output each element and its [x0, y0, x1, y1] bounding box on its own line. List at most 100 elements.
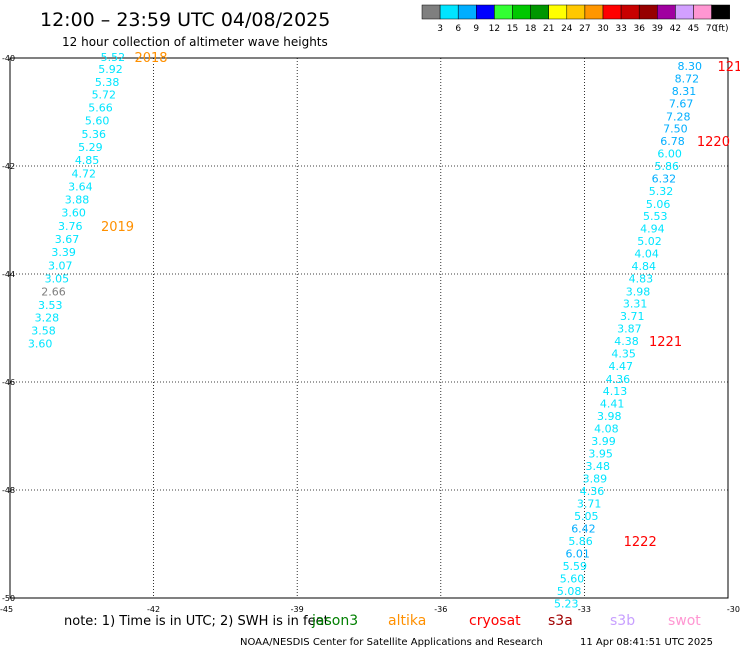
plot-frame [9, 57, 729, 599]
wave-height-value: 3.87 [617, 323, 642, 336]
x-tick-label: -45 [0, 605, 13, 614]
legend-swatch [675, 4, 694, 20]
wave-height-value: 5.60 [560, 573, 585, 586]
wave-height-value: 5.32 [649, 185, 674, 198]
y-tick-label: -46 [2, 378, 15, 387]
wave-height-value: 6.01 [565, 548, 590, 561]
satellite-label: swot [668, 613, 701, 629]
legend-swatch [476, 4, 495, 20]
wave-height-value: 3.71 [620, 310, 645, 323]
wave-height-value: 8.30 [677, 60, 702, 73]
wave-height-value: 4.38 [614, 335, 639, 348]
legend-swatch [584, 4, 604, 20]
wave-height-value: 4.47 [609, 360, 634, 373]
legend-swatch [620, 4, 640, 20]
satellite-label: jason3 [311, 613, 358, 629]
wave-height-value: 7.50 [663, 123, 688, 136]
wave-height-value: 5.72 [92, 89, 117, 102]
legend-swatch [657, 4, 676, 20]
wave-height-value: 3.58 [31, 325, 56, 338]
satellite-label: s3a [548, 613, 573, 629]
legend-label: 42 [670, 24, 681, 34]
legend-label: 9 [473, 24, 479, 34]
wave-height-value: 3.64 [68, 181, 93, 194]
legend-swatch [638, 4, 658, 20]
wave-height-value: 5.53 [643, 210, 668, 223]
legend-label: 70 [706, 24, 718, 34]
wave-height-value: 6.00 [657, 148, 682, 161]
wave-height-value: 3.95 [588, 447, 613, 460]
legend-swatch [530, 4, 549, 20]
legend-label: 27 [579, 24, 590, 34]
legend-label: (ft) [715, 24, 729, 34]
x-tick-label: -36 [434, 605, 447, 614]
wave-height-value: 5.86 [654, 160, 679, 173]
wave-height-value: 4.36 [606, 373, 631, 386]
wave-height-value: 5.02 [637, 235, 662, 248]
wave-height-value: 3.60 [28, 338, 53, 351]
wave-height-value: 6.42 [571, 522, 596, 535]
wave-height-value: 5.23 [554, 597, 579, 610]
legend-label: 24 [561, 24, 573, 34]
legend-label: 6 [455, 24, 461, 34]
legend-label: 21 [543, 24, 554, 34]
legend-label: 39 [652, 24, 664, 34]
wave-height-value: 3.31 [623, 298, 648, 311]
wave-height-value: 3.05 [45, 272, 70, 285]
wave-height-value: 4.04 [634, 247, 659, 260]
wave-height-points: 5.525.925.385.725.665.605.365.294.854.72… [28, 51, 702, 610]
wave-height-value: 5.66 [88, 102, 113, 115]
x-tick-label: -39 [291, 605, 304, 614]
legend-label: 15 [507, 24, 518, 34]
wave-height-value: 4.72 [71, 168, 96, 181]
wave-height-value: 3.98 [626, 285, 651, 298]
wave-height-value: 5.29 [78, 141, 103, 154]
plot-grid [10, 58, 728, 598]
x-tick-label: -42 [147, 605, 160, 614]
x-tick-label: -30 [727, 605, 740, 614]
wave-height-value: 5.59 [563, 560, 588, 573]
legend-swatch [602, 4, 622, 20]
time-label: 2018 [134, 51, 167, 66]
y-tick-label: -40 [2, 54, 15, 63]
wave-height-value: 8.72 [675, 73, 700, 86]
legend-swatch [457, 4, 477, 20]
wave-height-value: 4.94 [640, 223, 665, 236]
wave-height-value: 2.66 [41, 285, 66, 298]
satellite-legend: jason3 altika cryosat s3a s3b swot [311, 613, 701, 629]
wave-height-value: 3.99 [591, 435, 616, 448]
chart-title: 12:00 – 23:59 UTC 04/08/2025 [40, 9, 330, 31]
footer-credit: NOAA/NESDIS Center for Satellite Applica… [240, 637, 543, 648]
satellite-label: cryosat [469, 613, 521, 629]
wave-height-value: 3.53 [38, 299, 63, 312]
wave-height-value: 4.36 [580, 485, 605, 498]
wave-height-value: 5.08 [557, 585, 582, 598]
wave-height-value: 5.92 [98, 63, 123, 76]
wave-height-value: 5.36 [82, 128, 107, 141]
legend-swatch [548, 4, 568, 20]
wave-height-value: 3.98 [597, 410, 622, 423]
legend-swatch [421, 4, 441, 20]
wave-height-value: 4.08 [594, 422, 619, 435]
wave-height-value: 3.71 [577, 498, 602, 511]
chart-subtitle: 12 hour collection of altimeter wave hei… [62, 35, 328, 49]
legend-label: 45 [688, 24, 699, 34]
legend-swatch [439, 4, 459, 20]
wave-height-value: 5.52 [101, 51, 126, 64]
wave-height-value: 3.76 [58, 220, 83, 233]
wave-height-value: 4.35 [611, 347, 636, 360]
wave-height-value: 3.67 [55, 233, 80, 246]
wave-height-value: 3.60 [61, 206, 86, 219]
wave-height-value: 5.60 [85, 115, 110, 128]
time-label: 1219 [717, 60, 740, 75]
wave-height-color-legend: 3 6 9 12 15 18 21 24 27 30 33 36 39 42 45 70(ft) [421, 4, 730, 34]
legend-label: 18 [525, 24, 537, 34]
legend-label: 33 [615, 24, 626, 34]
wave-height-value: 5.05 [574, 510, 599, 523]
y-tick-labels: -40 -42 -44 -46 -48 -50 [2, 54, 15, 603]
wave-height-value: 5.38 [95, 76, 120, 89]
wave-height-value: 5.86 [568, 535, 593, 548]
wave-height-value: 6.78 [660, 135, 685, 148]
time-label: 1220 [697, 135, 730, 150]
